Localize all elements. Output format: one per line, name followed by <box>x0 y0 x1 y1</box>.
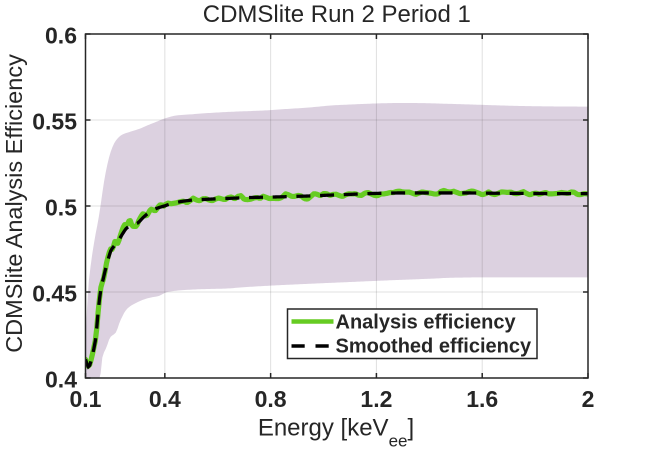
svg-text:0.4: 0.4 <box>45 366 77 392</box>
svg-text:0.5: 0.5 <box>45 194 77 220</box>
svg-text:1.2: 1.2 <box>360 386 392 412</box>
svg-text:Smoothed efficiency: Smoothed efficiency <box>336 336 532 358</box>
svg-text:0.6: 0.6 <box>45 22 77 48</box>
svg-text:CDMSlite Run 2 Period 1: CDMSlite Run 2 Period 1 <box>203 1 471 28</box>
svg-text:Analysis efficiency: Analysis efficiency <box>336 312 517 334</box>
svg-text:1.6: 1.6 <box>466 386 498 412</box>
svg-text:0.55: 0.55 <box>32 108 77 134</box>
svg-text:0.8: 0.8 <box>255 386 287 412</box>
svg-text:0.1: 0.1 <box>70 386 102 412</box>
svg-text:0.4: 0.4 <box>149 386 181 412</box>
svg-text:2: 2 <box>582 386 595 412</box>
svg-text:0.45: 0.45 <box>32 280 77 306</box>
svg-text:CDMSlite Analysis Efficiency: CDMSlite Analysis Efficiency <box>1 54 27 353</box>
